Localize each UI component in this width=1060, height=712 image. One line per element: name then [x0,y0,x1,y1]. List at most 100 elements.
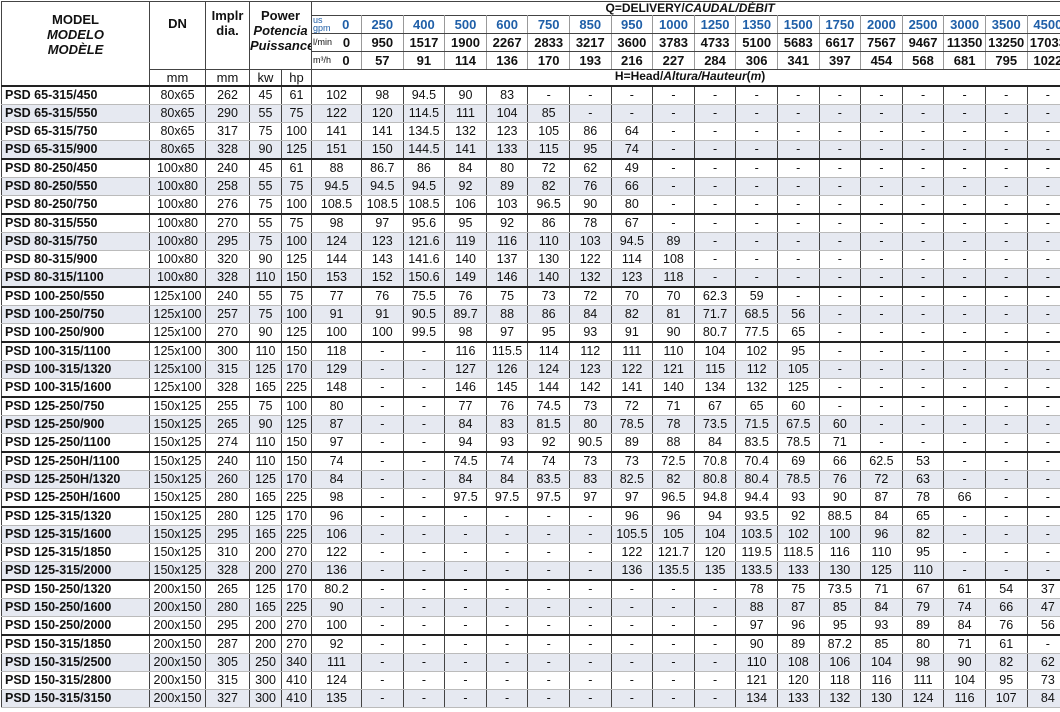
head-value: 76 [818,470,862,489]
head-value: - [444,616,487,636]
head-value: 61 [943,579,986,599]
head-value: - [901,232,945,251]
head-value: 92 [776,506,820,526]
head-value: - [361,415,404,434]
head-value: 91 [311,305,363,324]
head-value: - [402,653,446,672]
head-value: 143 [361,250,404,269]
impeller: 328 [205,378,250,398]
head-value: 141.6 [402,250,446,269]
pump-row: PSD 125-315/1600 150x125 295 165 225 106- - - - -… [1,525,1060,544]
head-value: 72 [610,396,654,416]
head-value: - [361,341,404,361]
head-value: 89 [901,616,945,636]
dn: 100x80 [149,195,206,215]
head-value: - [984,561,1028,581]
head-value: - [568,506,612,526]
flow-value: 681 [953,53,976,68]
head-value: 90 [652,323,695,343]
head-value: 86 [527,213,570,233]
head-value: 98 [311,213,363,233]
pump-row: PSD 125-250/900 150x125 265 90 125 87- -84 83 81… [1,415,1060,434]
model: PSD 65-315/550 [1,104,150,123]
head-value: 85 [527,104,570,123]
row-group: PSD 125-250H/1100 150x125 240 110 150 74- -74.… [1,451,1060,508]
head-value: - [943,286,986,306]
dn: 200x150 [149,653,206,672]
flow-value: 3600 [617,35,647,50]
head-value: 100 [311,323,363,343]
head-value: - [735,122,778,141]
head-value: 97 [735,616,778,636]
head-value: - [1026,525,1060,544]
head-value: 70 [652,286,695,306]
kw: 200 [249,616,282,636]
head-value: - [693,598,737,617]
hp: 340 [280,653,313,672]
flow-value: 7567 [866,35,896,50]
head-value: 93 [568,323,612,343]
head-value: 67 [901,579,945,599]
head-value: - [818,396,862,416]
head-value: - [1026,104,1060,123]
head-value: 99.5 [402,323,446,343]
unit-text: us [313,15,323,25]
flow-gpm: us gpm 0 [311,15,363,34]
head-value: 78.5 [776,433,820,453]
power-header-line: Puissance [250,38,312,53]
head-value: - [984,195,1028,215]
impeller: 280 [205,506,250,526]
hp: 100 [280,232,313,251]
pump-row: PSD 125-250H/1320 150x125 260 125 170 84- -84 8… [1,470,1060,489]
head-value: - [652,671,695,690]
head-value: - [943,85,986,105]
hp: 225 [280,378,313,398]
head-value: 76 [485,396,529,416]
head-value: 106 [818,653,862,672]
head-value: 78 [901,488,945,508]
power-header-line: Potencia [253,23,308,38]
hp: 170 [280,470,313,489]
head-value: - [860,323,903,343]
head-value: 118 [652,268,695,288]
model: PSD 80-315/1100 [1,268,150,288]
head-value: - [1026,433,1060,453]
head-value: 90.5 [402,305,446,324]
head-value: 114.5 [402,104,446,123]
dn: 200x150 [149,634,206,654]
table-header: MODEL MODELO MODÈLE DN Implr dia. Power Potenci… [1,1,1060,87]
head-value: 90 [311,598,363,617]
head-value: 97 [485,323,529,343]
head-value: 77 [311,286,363,306]
head-value: 87 [860,488,903,508]
model-header-line: MODELO [46,27,105,42]
head-value: - [1026,360,1060,379]
head-value: 141 [311,122,363,141]
head-value: 120 [361,104,404,123]
head-value: - [568,561,612,581]
head-value: 89 [776,634,820,654]
head-value: - [402,341,446,361]
pump-row: PSD 80-250/750 100x80 276 75 100 108.5 108.5 10… [1,195,1060,215]
head-value: - [818,140,862,160]
head-value: 62 [1026,653,1060,672]
head-value: 97.5 [485,488,529,508]
head-value: - [610,689,654,708]
kw: 300 [249,671,282,690]
head-value: 80.4 [735,470,778,489]
flow-value: 0 [342,53,350,68]
head-value: 122 [311,104,363,123]
impeller: 287 [205,634,250,654]
head-value: 66 [610,177,654,196]
model: PSD 100-315/1600 [1,378,150,398]
head-value: 92 [485,213,529,233]
head-value: - [776,286,820,306]
head-value: 130 [818,561,862,581]
head-value: - [943,158,986,178]
head-value: - [943,415,986,434]
head-value: - [776,158,820,178]
kw: 125 [249,506,282,526]
kw: 55 [249,177,282,196]
head-value: - [776,213,820,233]
